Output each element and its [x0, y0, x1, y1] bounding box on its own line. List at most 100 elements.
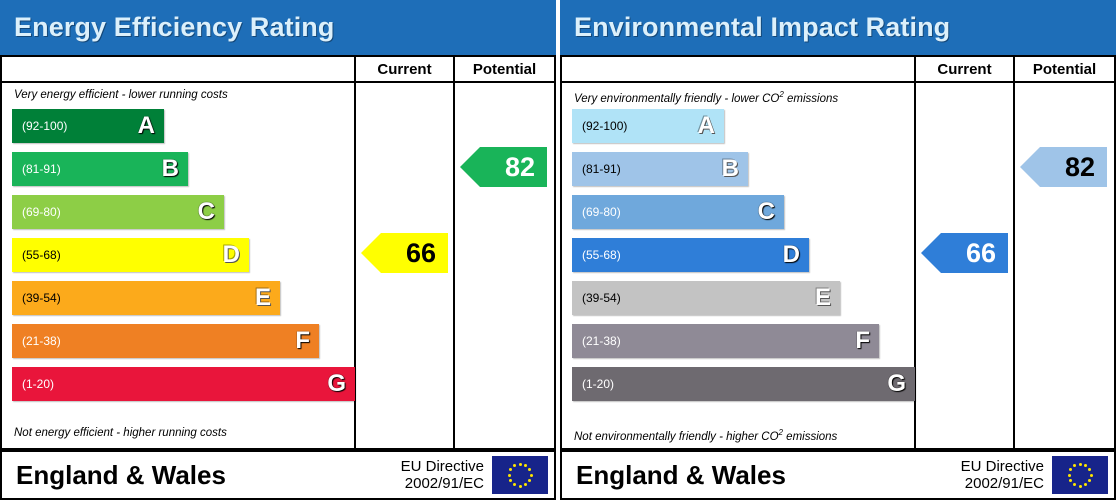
band-letter: F — [295, 327, 310, 354]
band-bars-0: (92-100) A (81-91) B (69-80) C (55-68) D (39-54)… — [12, 105, 355, 423]
rating-marker-current: 66 — [361, 233, 448, 273]
header-cell-blank — [2, 57, 356, 81]
caption-bottom: Not energy efficient - higher running co… — [14, 427, 227, 439]
bands-column: Very energy efficient - lower running co… — [2, 83, 356, 448]
eu-star — [1068, 468, 1072, 471]
header-cell-potential: Potential — [472, 60, 537, 78]
eu-star — [1078, 484, 1082, 488]
band-range-label: (81-91) — [582, 162, 621, 176]
eu-star — [524, 483, 527, 487]
eu-directive-line1: EU Directive — [960, 457, 1044, 475]
footer-bar: England & Wales EU Directive 2002/91/EC — [0, 450, 556, 500]
band-range-label: (81-91) — [22, 162, 61, 176]
band-letter: D — [222, 241, 240, 268]
eu-star — [1078, 462, 1082, 466]
band-range-label: (92-100) — [582, 119, 628, 133]
band-letter: C — [197, 198, 215, 225]
eu-directive-line1: EU Directive — [400, 457, 484, 475]
footer-bar: England & Wales EU Directive 2002/91/EC — [560, 450, 1116, 500]
eu-star — [1084, 483, 1087, 487]
band-bar-a: (92-100) A — [572, 109, 724, 143]
eu-star — [1068, 479, 1072, 482]
rating-marker-potential: 82 — [460, 147, 547, 187]
rating-value: 82 — [1064, 151, 1095, 182]
band-letter: A — [137, 112, 155, 139]
region-label: England & Wales — [576, 459, 786, 490]
eu-star — [518, 484, 522, 488]
band-range-label: (69-80) — [582, 205, 621, 219]
eu-directive-text: EU Directive 2002/91/EC — [961, 458, 1052, 493]
band-range-label: (21-38) — [22, 334, 61, 348]
page-title: Energy Efficiency Rating — [14, 12, 335, 42]
rating-value: 66 — [965, 237, 996, 268]
band-letter: E — [814, 284, 831, 311]
eu-star — [1073, 483, 1076, 487]
header-cell-current: Current — [356, 57, 455, 81]
eu-flag-icon — [1052, 456, 1108, 494]
band-bars-1: (92-100) A (81-91) B (69-80) C (55-68) D (39-54)… — [572, 105, 915, 423]
eu-star — [507, 473, 511, 477]
rating-value: 66 — [405, 237, 436, 268]
eu-star — [528, 479, 532, 482]
panel-header: Energy Efficiency Rating — [0, 0, 556, 55]
rating-table: Current Potential Very environmentally f… — [560, 55, 1116, 450]
panel-energy-efficiency: Energy Efficiency Rating Current Potenti… — [0, 0, 556, 500]
band-bar-c: (69-80) C — [572, 195, 784, 229]
eu-star — [1088, 468, 1092, 471]
band-letter: B — [161, 155, 179, 182]
band-range-label: (55-68) — [22, 248, 61, 262]
band-letter: A — [697, 112, 715, 139]
band-bar-f: (21-38) F — [12, 324, 319, 358]
band-letter: G — [327, 370, 346, 397]
eu-directive-line2: 2002/91/EC — [404, 475, 484, 492]
header-cell-blank — [562, 57, 916, 81]
eu-directive-text: EU Directive 2002/91/EC — [401, 458, 492, 493]
header-cell-potential: Potential — [1032, 60, 1097, 78]
band-bar-a: (92-100) A — [12, 109, 164, 143]
band-letter: D — [782, 241, 800, 268]
eu-star — [1089, 473, 1093, 477]
eu-star — [518, 462, 522, 466]
current-column: 66 — [916, 83, 1015, 448]
potential-column: 82 — [1015, 83, 1114, 448]
caption-bottom: Not environmentally friendly - higher CO… — [574, 428, 838, 443]
band-range-label: (39-54) — [582, 291, 621, 305]
eu-star — [1067, 473, 1071, 477]
eu-star — [513, 463, 516, 467]
band-range-label: (1-20) — [582, 377, 615, 391]
band-bar-e: (39-54) E — [572, 281, 840, 315]
eu-star — [528, 468, 532, 471]
band-bar-c: (69-80) C — [12, 195, 224, 229]
band-bar-g: (1-20) G — [572, 367, 915, 401]
band-bar-d: (55-68) D — [572, 238, 809, 272]
band-range-label: (21-38) — [582, 334, 621, 348]
band-bar-e: (39-54) E — [12, 281, 280, 315]
band-bar-g: (1-20) G — [12, 367, 355, 401]
caption-top: Very energy efficient - lower running co… — [14, 89, 228, 101]
band-letter: C — [757, 198, 775, 225]
band-range-label: (1-20) — [22, 377, 55, 391]
caption-top: Very environmentally friendly - lower CO… — [574, 90, 839, 105]
current-column: 66 — [356, 83, 455, 448]
rating-marker-potential: 82 — [1020, 147, 1107, 187]
panel-header: Environmental Impact Rating — [560, 0, 1116, 55]
eu-star — [1073, 463, 1076, 467]
band-range-label: (92-100) — [22, 119, 68, 133]
band-bar-b: (81-91) B — [12, 152, 188, 186]
eu-directive-line2: 2002/91/EC — [964, 475, 1044, 492]
band-range-label: (55-68) — [582, 248, 621, 262]
band-bar-b: (81-91) B — [572, 152, 748, 186]
table-header-row: Current Potential — [2, 57, 554, 83]
table-header-row: Current Potential — [562, 57, 1114, 83]
rating-table: Current Potential Very energy efficient … — [0, 55, 556, 450]
bands-column: Very environmentally friendly - lower CO… — [562, 83, 916, 448]
region-label: England & Wales — [16, 459, 226, 490]
eu-flag-icon — [492, 456, 548, 494]
band-letter: E — [254, 284, 271, 311]
potential-column: 82 — [455, 83, 554, 448]
panel-environmental-impact: Environmental Impact Rating Current Pote… — [560, 0, 1116, 500]
eu-star — [513, 483, 516, 487]
header-cell-current: Current — [916, 57, 1015, 81]
band-letter: F — [855, 327, 870, 354]
